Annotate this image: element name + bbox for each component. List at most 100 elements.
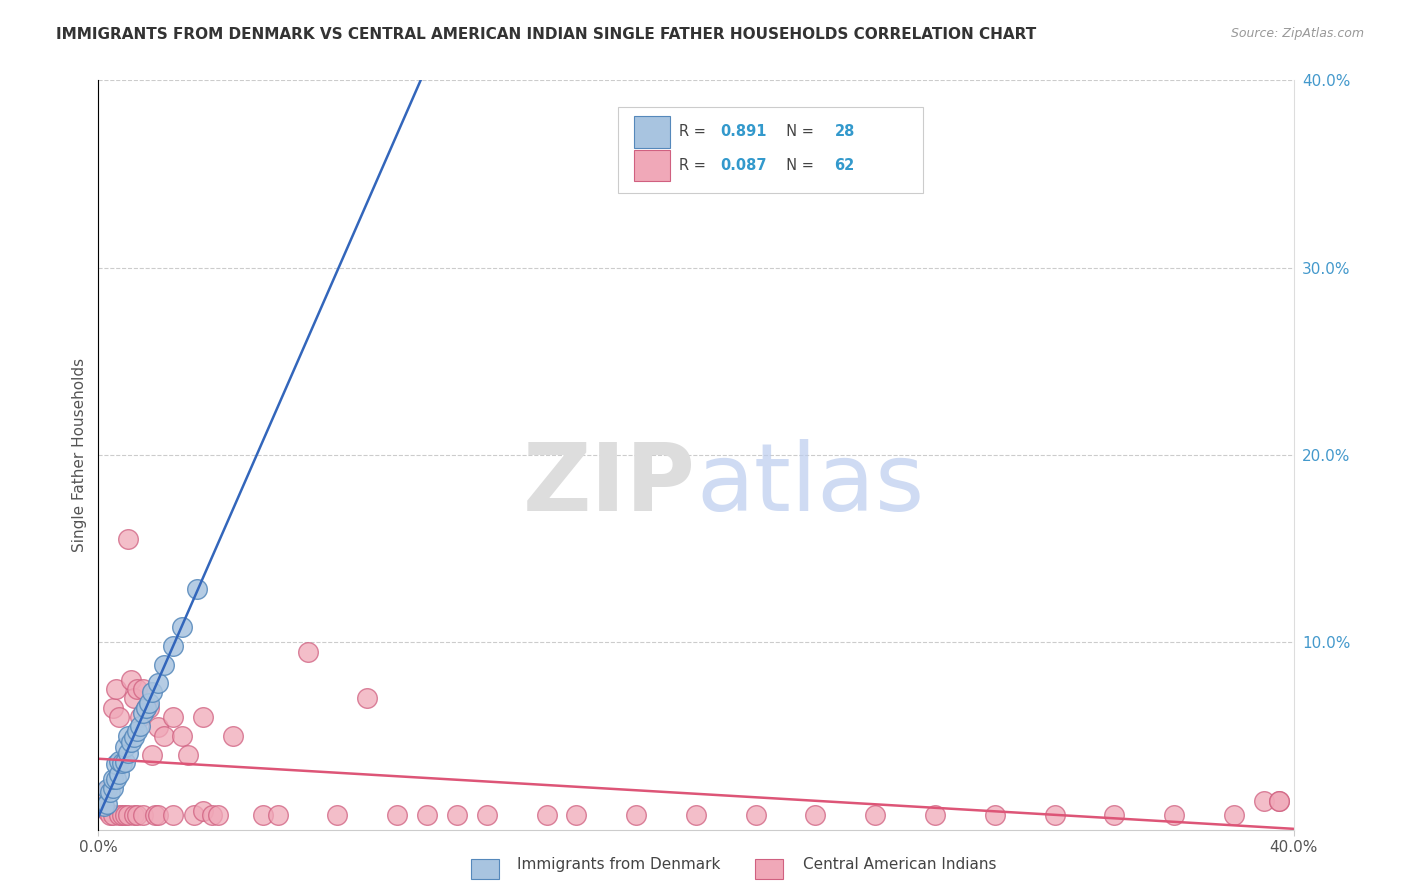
Text: Source: ZipAtlas.com: Source: ZipAtlas.com: [1230, 27, 1364, 40]
Text: 0.891: 0.891: [720, 125, 766, 139]
Point: [98, 785, 122, 799]
Point: [135, 701, 157, 715]
Point: [96, 804, 118, 818]
Point: [124, 807, 146, 822]
Y-axis label: Single Father Households: Single Father Households: [72, 358, 87, 552]
Point: [1104, 807, 1126, 822]
Point: [162, 807, 184, 822]
Point: [745, 807, 768, 822]
Point: [124, 730, 146, 744]
FancyBboxPatch shape: [619, 106, 922, 193]
Point: [1223, 807, 1246, 822]
Point: [191, 710, 214, 724]
Text: atlas: atlas: [696, 439, 924, 531]
FancyBboxPatch shape: [634, 116, 669, 148]
Point: [267, 807, 290, 822]
Point: [1163, 807, 1185, 822]
Point: [117, 729, 139, 743]
Point: [1253, 795, 1275, 809]
Point: [143, 807, 166, 822]
Text: 28: 28: [835, 125, 855, 139]
Point: [297, 644, 319, 658]
Point: [252, 807, 274, 822]
Text: IMMIGRANTS FROM DENMARK VS CENTRAL AMERICAN INDIAN SINGLE FATHER HOUSEHOLDS CORR: IMMIGRANTS FROM DENMARK VS CENTRAL AMERI…: [56, 27, 1036, 42]
Point: [108, 807, 131, 822]
Point: [127, 724, 149, 739]
Point: [385, 807, 409, 822]
Point: [117, 746, 139, 760]
Point: [153, 658, 176, 673]
Point: [172, 729, 194, 743]
Text: 0.087: 0.087: [720, 158, 766, 173]
Point: [141, 685, 163, 699]
Point: [117, 807, 139, 822]
Point: [416, 807, 439, 822]
Point: [162, 710, 184, 724]
FancyBboxPatch shape: [634, 150, 669, 181]
Point: [1267, 795, 1289, 809]
Point: [685, 807, 707, 822]
Text: Immigrants from Denmark: Immigrants from Denmark: [517, 857, 720, 872]
Point: [114, 739, 136, 754]
Point: [93, 785, 115, 799]
Text: Central American Indians: Central American Indians: [803, 857, 997, 872]
Point: [129, 719, 152, 733]
Point: [924, 807, 946, 822]
Point: [111, 807, 134, 822]
Point: [326, 807, 349, 822]
Point: [177, 747, 200, 762]
Point: [172, 619, 194, 633]
Point: [191, 804, 214, 818]
Point: [148, 807, 170, 822]
Point: [96, 782, 118, 797]
Point: [475, 807, 498, 822]
Point: [129, 710, 152, 724]
Point: [138, 701, 160, 715]
Point: [804, 807, 827, 822]
Point: [127, 807, 149, 822]
Point: [108, 754, 131, 768]
Point: [626, 807, 648, 822]
Point: [108, 767, 131, 781]
Point: [98, 807, 122, 822]
Point: [141, 747, 163, 762]
Point: [93, 799, 115, 814]
Point: [96, 797, 118, 812]
Point: [111, 756, 134, 771]
Point: [153, 729, 176, 743]
Point: [138, 696, 160, 710]
Point: [114, 807, 136, 822]
Point: [446, 807, 468, 822]
Point: [1043, 807, 1066, 822]
Point: [148, 676, 170, 690]
Point: [135, 701, 157, 715]
Point: [207, 807, 229, 822]
Point: [201, 807, 224, 822]
Point: [127, 682, 149, 697]
Point: [103, 701, 125, 715]
Point: [984, 807, 1007, 822]
Point: [114, 755, 136, 769]
Point: [132, 682, 155, 697]
Text: 62: 62: [835, 158, 855, 173]
Point: [105, 682, 128, 697]
Point: [565, 807, 588, 822]
Point: [132, 807, 155, 822]
Point: [148, 719, 170, 733]
Point: [103, 781, 125, 796]
Text: N =: N =: [778, 158, 818, 173]
Point: [120, 673, 142, 687]
Point: [1267, 795, 1289, 809]
Point: [132, 706, 155, 721]
Text: ZIP: ZIP: [523, 439, 696, 531]
Point: [105, 757, 128, 772]
Point: [183, 807, 205, 822]
Point: [356, 691, 378, 706]
Text: N =: N =: [778, 125, 818, 139]
Point: [186, 582, 208, 596]
Text: R =: R =: [679, 158, 711, 173]
Point: [103, 772, 125, 786]
Point: [108, 710, 131, 724]
Point: [162, 639, 184, 653]
Point: [222, 729, 245, 743]
